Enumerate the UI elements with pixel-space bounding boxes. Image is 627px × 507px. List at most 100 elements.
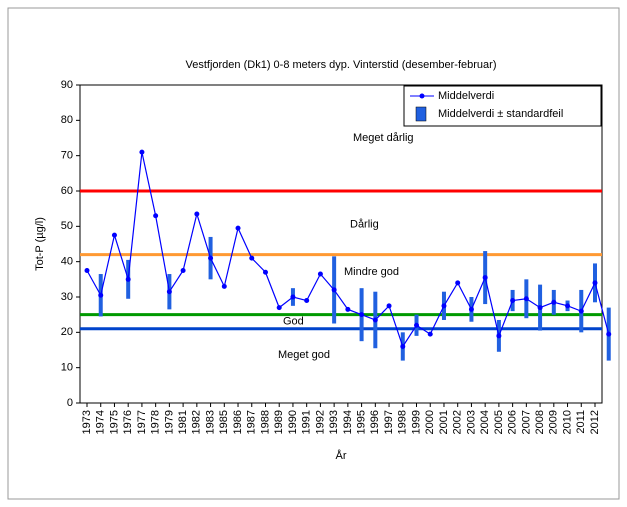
x-tick-label: 1982: [191, 410, 203, 434]
x-tick-label: 2011: [575, 410, 587, 434]
x-tick-label: 2006: [507, 410, 519, 434]
point: [386, 303, 392, 309]
x-tick-label: 1976: [122, 410, 134, 434]
x-tick-label: 1996: [369, 410, 381, 434]
point: [523, 296, 529, 302]
y-tick-label: 0: [67, 397, 73, 409]
y-tick-label: 10: [61, 362, 73, 374]
x-tick-label: 1998: [397, 410, 409, 434]
point: [345, 306, 351, 312]
y-tick-label: 30: [61, 291, 73, 303]
y-tick-label: 60: [61, 185, 73, 197]
x-tick-label: 1990: [287, 410, 299, 434]
point: [510, 298, 516, 304]
x-tick-label: 1991: [301, 410, 313, 434]
point: [400, 343, 406, 349]
x-tick-label: 1974: [95, 410, 107, 434]
point: [427, 331, 433, 337]
zone-label: God: [283, 316, 304, 328]
legend-marker: [415, 106, 427, 122]
x-tick-label: 1985: [218, 410, 230, 434]
point: [304, 298, 310, 304]
point: [125, 276, 131, 282]
point: [249, 255, 255, 261]
point: [372, 317, 378, 323]
point: [414, 322, 420, 328]
zone-label: Dårlig: [350, 218, 379, 230]
point: [153, 213, 159, 219]
x-tick-label: 2002: [452, 410, 464, 434]
x-tick-label: 1987: [246, 410, 258, 434]
point: [578, 308, 584, 314]
point: [441, 303, 447, 309]
y-tick-label: 50: [61, 220, 73, 232]
x-tick-label: 2009: [548, 410, 560, 434]
zone-label: Meget god: [278, 349, 330, 361]
point: [180, 268, 186, 273]
x-tick-label: 1988: [259, 410, 271, 434]
x-tick-label: 1989: [273, 410, 285, 434]
legend-marker: [419, 93, 425, 99]
chart-title: Vestfjorden (Dk1) 0-8 meters dyp. Vinter…: [186, 59, 497, 71]
zone-label: Mindre god: [344, 266, 399, 278]
x-tick-label: 1979: [163, 410, 175, 434]
x-tick-label: 1977: [136, 410, 148, 434]
x-tick-label: 2008: [534, 410, 546, 434]
y-tick-label: 20: [61, 326, 73, 338]
point: [317, 271, 323, 277]
x-tick-label: 2004: [479, 410, 491, 434]
x-tick-label: 1992: [314, 410, 326, 434]
x-tick-label: 2001: [438, 410, 450, 434]
point: [551, 299, 557, 305]
point: [166, 289, 172, 295]
x-tick-label: 2000: [424, 410, 436, 434]
zone-label: Meget dårlig: [353, 132, 414, 144]
point: [455, 280, 461, 286]
x-tick-label: 1978: [150, 410, 162, 434]
legend-box: [403, 85, 602, 127]
point: [208, 255, 214, 261]
y-tick-label: 40: [61, 256, 73, 268]
point: [194, 211, 200, 217]
point: [235, 225, 241, 231]
point: [468, 306, 474, 312]
point: [359, 312, 365, 318]
x-tick-label: 1995: [356, 410, 368, 434]
legend-label: Middelverdi: [438, 90, 494, 102]
x-tick-label: 1973: [81, 410, 93, 434]
legend-label: Middelverdi ± standardfeil: [438, 108, 563, 120]
x-tick-label: 2003: [465, 410, 477, 434]
point: [606, 331, 612, 337]
x-tick-label: 1981: [177, 410, 189, 434]
y-tick-label: 80: [61, 114, 73, 126]
point: [98, 292, 104, 298]
point: [565, 303, 571, 309]
plot-area: [79, 84, 603, 404]
point: [262, 269, 268, 275]
point: [139, 149, 145, 155]
point: [221, 283, 227, 289]
y-axis-label: Tot-P (µg/l): [34, 217, 46, 271]
x-tick-label: 1986: [232, 410, 244, 434]
x-tick-label: 1975: [108, 410, 120, 434]
y-tick-label: 70: [61, 150, 73, 162]
y-tick-label: 90: [61, 79, 73, 91]
x-tick-label: 2010: [561, 410, 573, 434]
x-tick-label: 1997: [383, 410, 395, 434]
x-axis-label: År: [336, 449, 347, 462]
x-tick-label: 1993: [328, 410, 340, 434]
x-tick-label: 2007: [520, 410, 532, 434]
point: [290, 294, 296, 300]
point: [111, 232, 117, 238]
x-tick-label: 1983: [204, 410, 216, 434]
point: [592, 280, 598, 286]
point: [84, 268, 90, 273]
point: [537, 305, 543, 311]
point: [331, 287, 337, 293]
x-tick-label: 1999: [410, 410, 422, 434]
x-tick-label: 1994: [342, 410, 354, 434]
point: [276, 305, 282, 311]
x-tick-label: 2012: [589, 410, 601, 434]
x-tick-label: 2005: [493, 410, 505, 434]
